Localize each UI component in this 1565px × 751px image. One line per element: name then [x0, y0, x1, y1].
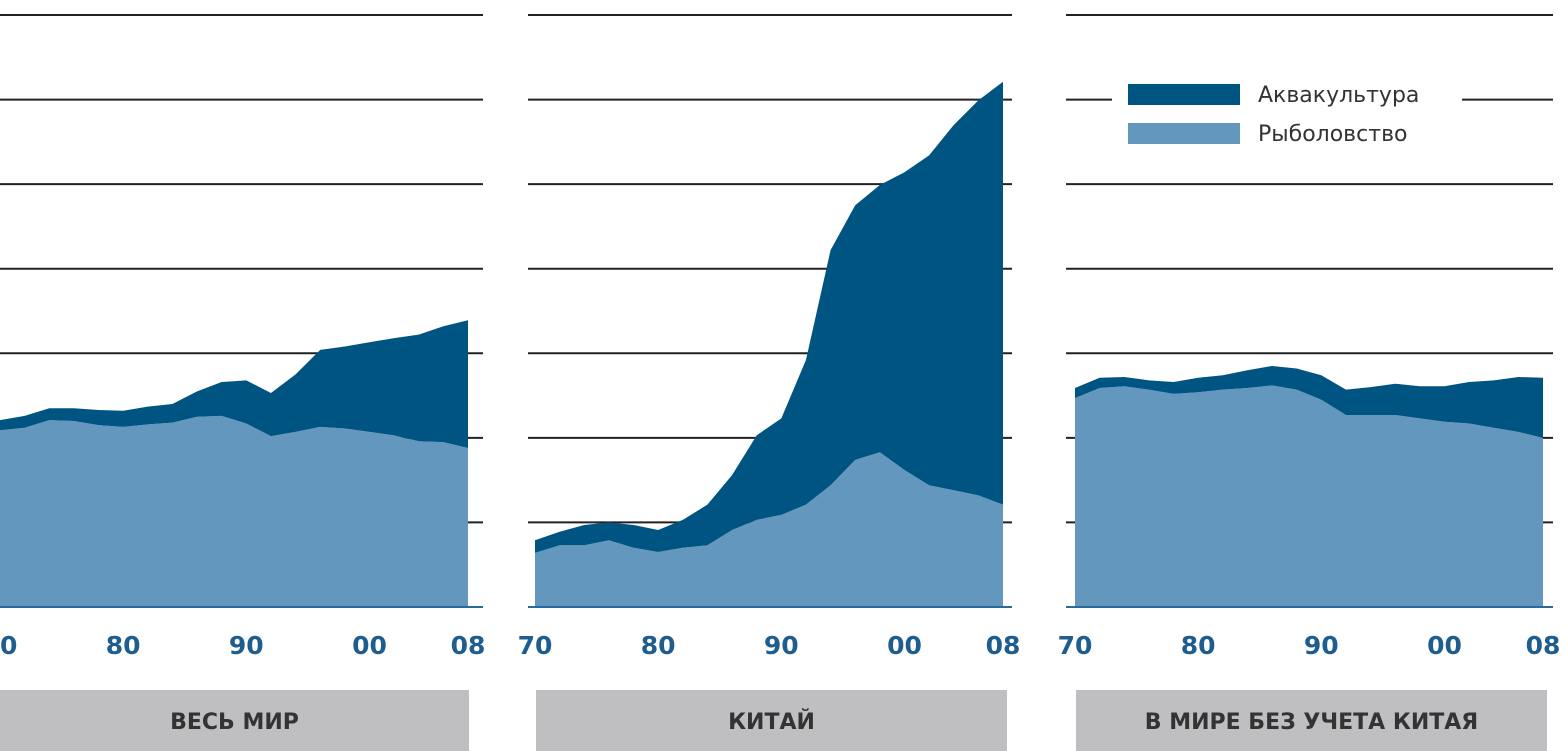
x-tick-label: 70 — [518, 631, 553, 660]
area — [535, 81, 1003, 553]
legend-swatch — [1128, 84, 1240, 105]
x-tick-label: 90 — [229, 631, 264, 660]
area — [535, 452, 1003, 607]
title-box — [1076, 690, 1547, 751]
title-box — [0, 690, 469, 751]
area — [0, 415, 468, 607]
panel-title: КИТАЙ — [728, 709, 815, 735]
x-tick-label: 00 — [887, 631, 922, 660]
area — [1075, 365, 1543, 438]
legend-label: Рыболовство — [1258, 122, 1408, 147]
x-tick-label: 80 — [106, 631, 141, 660]
x-tick-label: 00 — [1427, 631, 1462, 660]
panel-title: В МИРЕ БЕЗ УЧЕТА КИТАЯ — [1145, 710, 1478, 735]
x-tick-label: 00 — [352, 631, 387, 660]
x-tick-label: 08 — [986, 631, 1021, 660]
legend-swatch — [1128, 123, 1240, 144]
x-tick-label: 70 — [1058, 631, 1093, 660]
x-tick-label: 70 — [0, 631, 17, 660]
panel-title: ВЕСЬ МИР — [170, 710, 299, 735]
title-box — [536, 690, 1007, 751]
x-tick-label: 90 — [764, 631, 799, 660]
x-tick-label: 90 — [1304, 631, 1339, 660]
x-tick-label: 08 — [451, 631, 486, 660]
legend-label: Аквакультура — [1258, 83, 1419, 108]
area — [0, 320, 468, 449]
x-tick-label: 80 — [1181, 631, 1216, 660]
x-tick-label: 08 — [1526, 631, 1561, 660]
area — [1075, 385, 1543, 607]
x-tick-label: 80 — [641, 631, 676, 660]
